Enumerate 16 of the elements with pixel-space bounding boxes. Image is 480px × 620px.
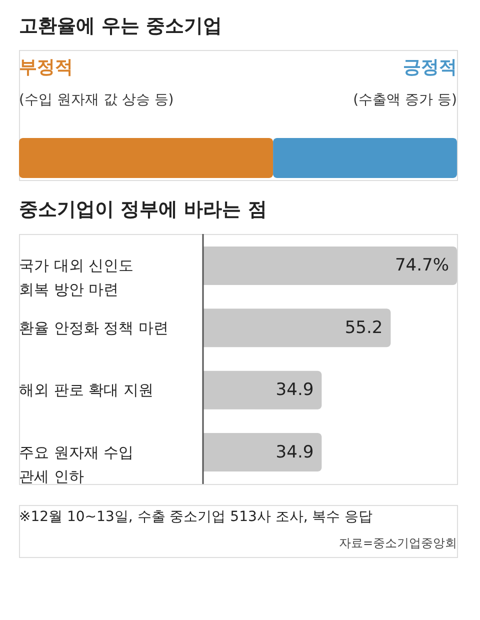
text: 자료=중소기업중앙회 <box>338 536 457 550</box>
y-tick-label: 해외 판로 확대 지원 <box>19 381 154 400</box>
y-tick-label: 국가 대외 신인도 회복 방안 마련 <box>19 256 134 299</box>
y-tick-label: 환율 안정화 정책 마련 <box>19 318 168 337</box>
data-label: 74.7% <box>394 256 449 276</box>
text: ※12월 10~13일, 수출 중소기업 513사 조사, 복수 응답 <box>19 509 373 525</box>
text: (수입 원자재 값 상승 등) <box>19 92 174 108</box>
chart-title: 중소기업이 정부에 바라는 점 <box>19 198 267 220</box>
text: (수출액 증가 등) <box>353 92 457 108</box>
data-label: 34.9 <box>276 442 314 462</box>
y-tick-label: 주요 원자재 수입 관세 인하 <box>19 443 134 486</box>
data-label: 34.9 <box>276 380 314 400</box>
chart-title: 고환율에 우는 중소기업 <box>19 15 222 37</box>
text: 부정적 <box>19 57 73 78</box>
data-label: 55.2 <box>344 318 383 338</box>
text: 긍정적 <box>403 57 457 78</box>
